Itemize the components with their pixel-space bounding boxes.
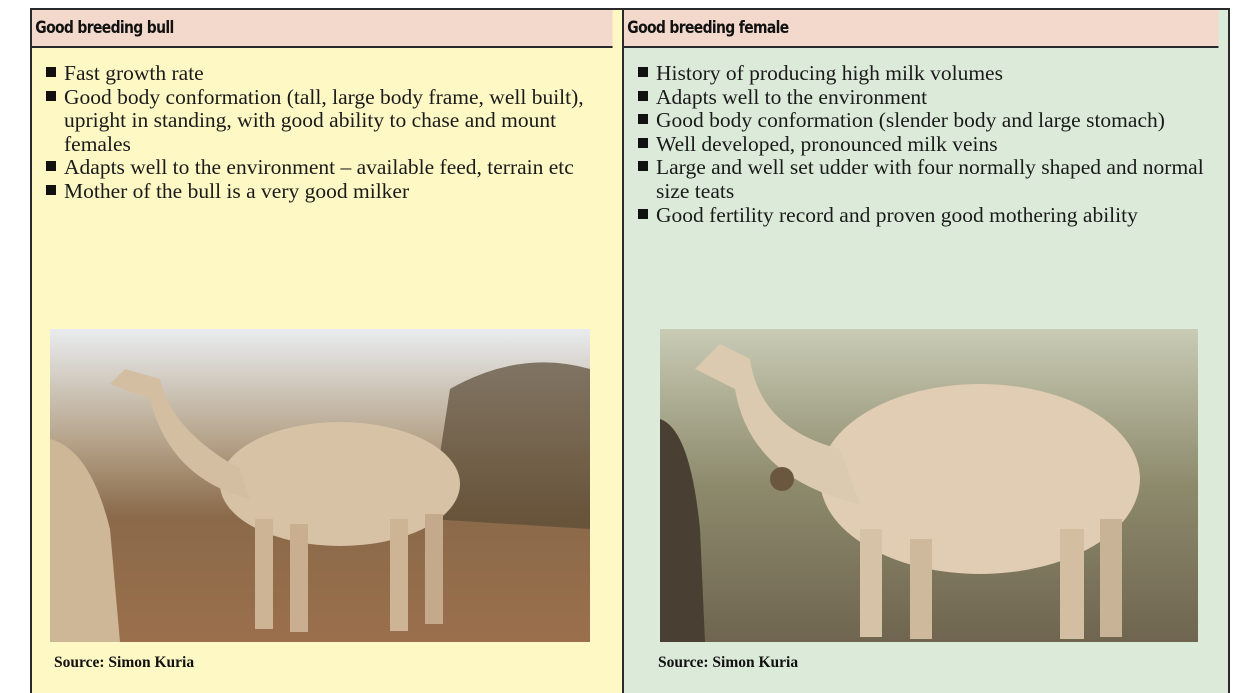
criteria-list: History of producing high milk volumes Ad… — [638, 61, 1218, 228]
photo-caption: Source: Simon Kuria — [54, 654, 195, 671]
female-photo — [660, 329, 1198, 642]
column-title: Good breeding bull — [32, 10, 613, 48]
female-column: Good breeding female History of producin… — [624, 10, 1228, 693]
criteria-list: Fast growth rate Good body conformation (… — [46, 61, 602, 204]
criterion: Large and well set udder with four norma… — [638, 156, 1218, 203]
criterion: Fast growth rate — [46, 61, 602, 86]
criterion: Adapts well to the environment – availab… — [46, 156, 602, 180]
bull-column: Good breeding bull Fast growth rate Good … — [32, 10, 624, 693]
criterion: Well developed, pronounced milk veins — [638, 132, 1218, 157]
criterion: Adapts well to the environment — [638, 85, 1218, 110]
criterion: Mother of the bull is a very good milker — [46, 179, 602, 204]
criterion: History of producing high milk volumes — [638, 61, 1218, 86]
column-title: Good breeding female — [624, 10, 1219, 48]
photo-caption: Source: Simon Kuria — [658, 654, 799, 671]
comparison-table: Good breeding bull Fast growth rate Good … — [30, 8, 1230, 693]
criterion: Good body conformation (slender body and… — [638, 109, 1218, 133]
bull-photo — [50, 329, 590, 642]
criterion: Good body conformation (tall, large body… — [46, 85, 602, 157]
criterion: Good fertility record and proven good mo… — [638, 203, 1218, 228]
